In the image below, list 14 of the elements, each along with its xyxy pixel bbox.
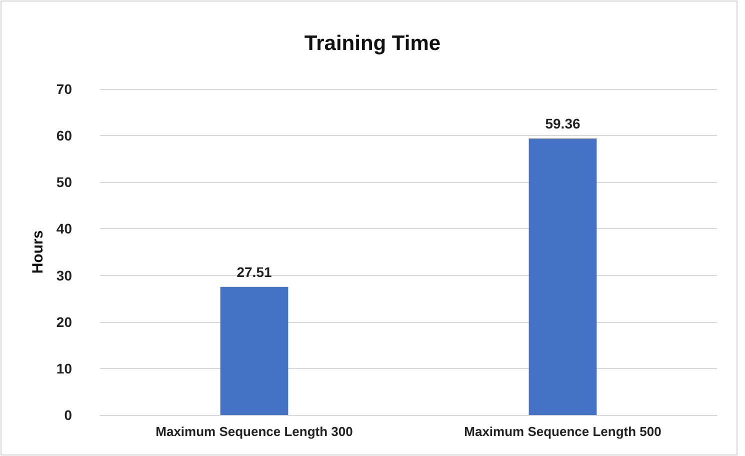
data-label: 27.51 <box>236 264 272 280</box>
y-tick-label: 70 <box>56 81 72 97</box>
x-tick-label: Maximum Sequence Length 500 <box>464 424 662 439</box>
y-tick-label: 10 <box>56 360 72 376</box>
y-tick-label: 60 <box>56 128 72 144</box>
chart-title: Training Time <box>304 32 441 55</box>
x-tick-label: Maximum Sequence Length 300 <box>156 424 353 439</box>
y-axis-title: Hours <box>30 230 47 274</box>
y-tick-label: 20 <box>56 314 72 330</box>
y-tick-label: 30 <box>56 267 72 284</box>
data-label: 59.36 <box>545 116 580 132</box>
y-tick-label: 0 <box>64 407 72 423</box>
y-tick-label: 50 <box>56 174 72 190</box>
y-tick-label: 40 <box>56 220 72 237</box>
